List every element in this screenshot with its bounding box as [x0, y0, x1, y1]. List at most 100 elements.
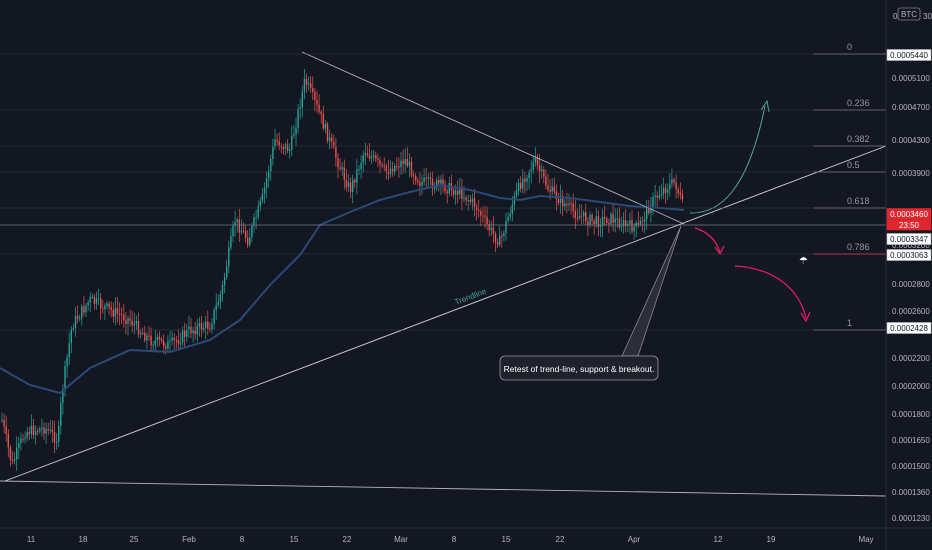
candle-body [37, 431, 39, 433]
price-tick-label: 0.0002200 [892, 354, 930, 363]
candle-body [599, 225, 602, 227]
price-tag-label: 0.0003063 [890, 251, 928, 260]
time-tick-label: May [858, 535, 873, 544]
candle-body [171, 337, 173, 341]
candle-body [511, 204, 513, 214]
candle-body [549, 189, 551, 192]
candle-body [501, 235, 503, 237]
candle-body [496, 241, 499, 245]
candle-body [345, 179, 348, 188]
candle-body [322, 114, 324, 129]
candle-body [368, 154, 371, 159]
candle-body [478, 209, 480, 212]
fib-level-label: 0.5 [847, 160, 860, 170]
candle-body [328, 137, 331, 142]
candle-body [339, 167, 341, 169]
candle-body [679, 193, 681, 195]
price-tick-label: 0.0001500 [892, 462, 930, 471]
candle-body [373, 155, 375, 157]
fib-level-label: 0 [847, 42, 852, 52]
candle-body [454, 190, 457, 195]
time-tick-label: 22 [343, 535, 352, 544]
candle-body [87, 302, 89, 306]
candle-body [93, 296, 96, 304]
candle-body [538, 165, 541, 172]
candle-body [133, 323, 135, 326]
price-tick-label: 0.0001230 [892, 514, 930, 523]
candle-body [314, 92, 316, 100]
candle-body [467, 200, 469, 202]
candle-body [251, 225, 253, 238]
candle-body [515, 190, 518, 196]
candle-body [261, 193, 264, 201]
candle-body [286, 144, 289, 152]
price-tick-label: 0.0002600 [892, 307, 930, 316]
candle-body [177, 340, 180, 344]
candle-body [564, 203, 566, 207]
candle-body [274, 139, 276, 147]
candle-body [358, 169, 360, 171]
candle-body [677, 189, 679, 194]
candle-body [142, 332, 144, 334]
candle-body [543, 169, 545, 177]
candle-body [30, 425, 33, 435]
candle-body [669, 183, 671, 190]
price-tag [886, 49, 932, 61]
candle-body [379, 160, 381, 165]
fib-retracement: 0 0.236 0.382 0.5 0.618 0.786 1 [0, 42, 886, 331]
candle-body [116, 308, 119, 314]
candle-body [448, 183, 450, 194]
time-tick-label: Mar [394, 535, 408, 544]
candle-body [64, 365, 66, 389]
candle-body [562, 195, 564, 207]
candle-body [118, 313, 121, 315]
candle-body [612, 213, 614, 223]
candle-body [125, 320, 127, 324]
candle-body [387, 171, 390, 175]
time-axis[interactable]: 11 18 25 Feb 8 15 22 Mar 8 15 22 Apr 12 19 May [0, 527, 932, 544]
candle-body [517, 182, 520, 191]
candle-body [144, 333, 146, 341]
candle-body [551, 186, 553, 192]
candle-body [406, 159, 408, 166]
price-tag-label: 0.0005440 [890, 51, 928, 60]
candle-body [173, 337, 175, 340]
candle-body [263, 187, 266, 194]
candle-body [45, 428, 47, 434]
candle-body [18, 443, 20, 448]
candle-body [85, 305, 87, 313]
price-tick-label: 0.0003900 [892, 169, 930, 178]
candle-body [410, 161, 413, 176]
candle-body [643, 219, 646, 222]
candle-body [135, 321, 138, 324]
price-tag [886, 233, 932, 245]
candle-body [110, 307, 112, 310]
price-axis[interactable]: 0.000030BTC0.00051000.00047000.00043000.… [885, 0, 932, 550]
candle-body [70, 329, 72, 344]
candle-body [320, 111, 322, 115]
price-axis-top-suffix: 30 [923, 12, 932, 21]
candle-body [22, 438, 24, 440]
rising-trendline [4, 145, 887, 482]
candle-body [276, 139, 278, 142]
candle-body [337, 157, 339, 168]
candle-body [528, 172, 530, 179]
candle-body [160, 339, 163, 341]
candle-body [242, 230, 245, 232]
price-tick-label: 0.0001360 [892, 488, 930, 497]
candle-body [28, 432, 30, 435]
candle-body [375, 155, 377, 159]
candle-body [423, 177, 425, 182]
candle-body [490, 227, 492, 231]
candle-body [583, 212, 585, 216]
candle-body [433, 187, 436, 189]
candle-body [580, 215, 583, 217]
price-tick-label: 0.0003200 [892, 241, 930, 250]
candle-body [249, 237, 251, 245]
candle-body [205, 321, 207, 328]
candle-body [55, 441, 58, 443]
candle-body [341, 167, 343, 169]
candle-body [404, 159, 406, 165]
